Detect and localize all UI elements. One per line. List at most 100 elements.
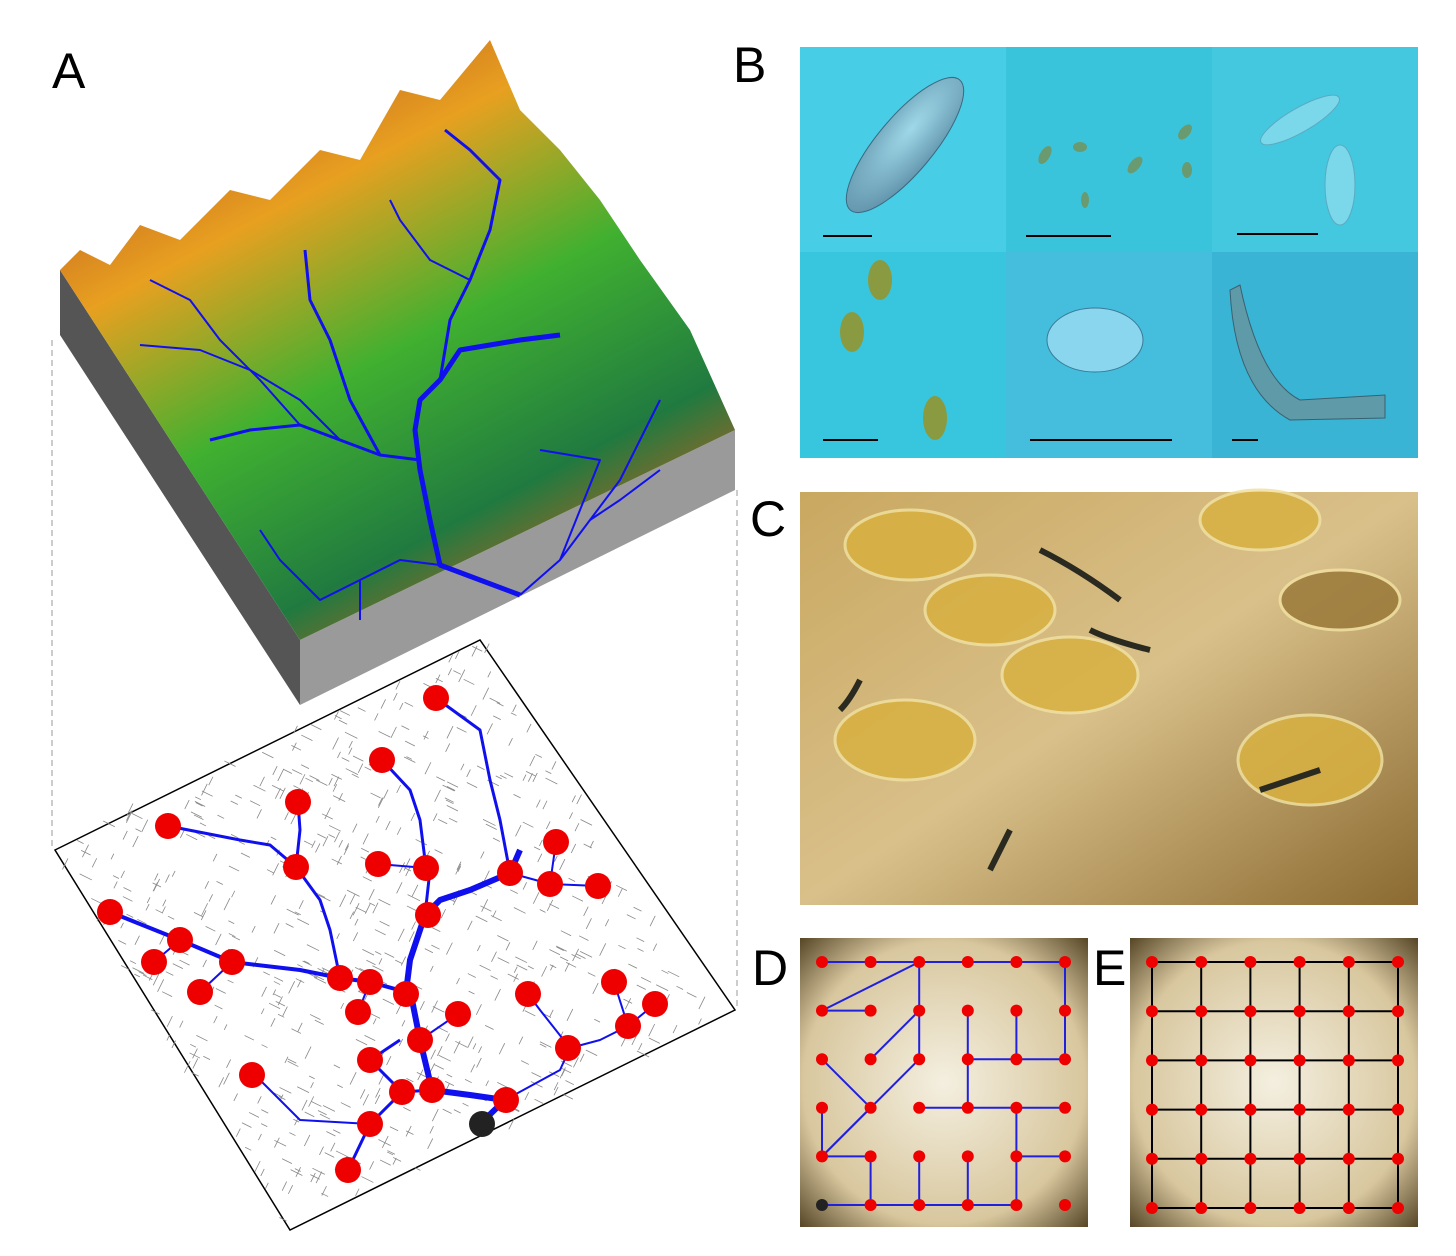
stream bbox=[224, 760, 236, 767]
stream bbox=[284, 812, 289, 821]
stream bbox=[332, 1129, 341, 1134]
stream bbox=[337, 1084, 343, 1088]
stream bbox=[518, 1036, 524, 1045]
stream bbox=[260, 1123, 268, 1128]
node bbox=[1059, 1004, 1071, 1017]
stream bbox=[545, 770, 552, 774]
stream bbox=[431, 1000, 438, 1013]
node bbox=[555, 1035, 581, 1061]
stream bbox=[508, 1118, 515, 1130]
stream bbox=[398, 1038, 404, 1047]
stream bbox=[205, 926, 216, 932]
stream bbox=[162, 899, 167, 907]
stream bbox=[386, 1055, 392, 1066]
stream bbox=[310, 1172, 316, 1183]
node bbox=[445, 1001, 471, 1027]
stream bbox=[324, 1152, 335, 1158]
stream bbox=[476, 765, 485, 770]
stream bbox=[575, 953, 586, 959]
stream bbox=[362, 833, 369, 845]
stream bbox=[301, 734, 313, 741]
stream bbox=[549, 1009, 554, 1018]
well bbox=[1278, 568, 1402, 632]
stream bbox=[524, 1010, 536, 1017]
node bbox=[1293, 1054, 1306, 1067]
stream bbox=[380, 699, 386, 709]
stream bbox=[484, 643, 490, 654]
tube bbox=[1038, 547, 1122, 603]
stream bbox=[445, 1083, 450, 1090]
node bbox=[393, 981, 419, 1007]
stream bbox=[118, 940, 127, 945]
stream bbox=[273, 993, 281, 998]
well bbox=[843, 508, 977, 582]
stream bbox=[352, 902, 360, 916]
node bbox=[1059, 1150, 1071, 1163]
stream bbox=[618, 944, 626, 950]
stream bbox=[275, 1001, 286, 1007]
stream bbox=[458, 669, 466, 683]
stream bbox=[324, 807, 331, 820]
node bbox=[543, 829, 569, 855]
stream bbox=[290, 813, 297, 825]
node bbox=[1010, 1199, 1023, 1211]
stream bbox=[569, 812, 573, 820]
stream bbox=[368, 889, 375, 901]
stream bbox=[231, 890, 236, 898]
stream bbox=[345, 768, 359, 775]
node bbox=[1195, 1103, 1208, 1116]
stream bbox=[490, 975, 499, 980]
stream bbox=[472, 646, 483, 652]
terrain-rivers bbox=[139, 128, 661, 620]
node bbox=[1195, 1152, 1208, 1165]
stream bbox=[238, 841, 245, 845]
stream bbox=[349, 894, 356, 905]
stream bbox=[604, 919, 610, 927]
stream bbox=[392, 1157, 397, 1165]
stream bbox=[274, 1139, 287, 1147]
stream bbox=[361, 1176, 374, 1183]
node bbox=[1010, 1150, 1023, 1163]
node bbox=[913, 1053, 926, 1066]
stream bbox=[648, 1023, 656, 1037]
stream bbox=[560, 930, 572, 937]
stream bbox=[560, 1067, 572, 1074]
stream bbox=[561, 1068, 566, 1077]
stream bbox=[330, 1142, 336, 1152]
stream bbox=[171, 870, 176, 877]
stream bbox=[359, 1089, 366, 1099]
stream bbox=[401, 1020, 406, 1027]
stream bbox=[227, 979, 234, 984]
node bbox=[1146, 1152, 1158, 1165]
stream bbox=[374, 929, 386, 936]
organisms bbox=[1038, 124, 1192, 208]
node bbox=[167, 927, 193, 953]
stream bbox=[453, 1040, 461, 1054]
stream bbox=[455, 863, 462, 875]
stream bbox=[404, 740, 416, 747]
stream bbox=[403, 756, 416, 763]
stream bbox=[328, 777, 333, 786]
node bbox=[961, 956, 974, 968]
stream bbox=[297, 964, 304, 968]
stream bbox=[491, 951, 497, 963]
stream bbox=[277, 1013, 285, 1018]
stream bbox=[475, 1004, 482, 1016]
stream bbox=[446, 786, 456, 791]
stream bbox=[314, 974, 325, 981]
stream bbox=[532, 772, 538, 782]
stream bbox=[333, 776, 340, 787]
node bbox=[369, 747, 395, 773]
stream bbox=[184, 799, 190, 810]
stream bbox=[122, 830, 128, 840]
stream bbox=[272, 989, 277, 996]
network-nodes bbox=[97, 685, 668, 1183]
river bbox=[435, 696, 512, 874]
scale-bars bbox=[823, 233, 1318, 441]
stream bbox=[322, 836, 329, 847]
stream bbox=[279, 1094, 284, 1101]
node bbox=[1244, 956, 1257, 968]
node bbox=[1146, 1103, 1158, 1116]
stream bbox=[377, 797, 384, 809]
stream bbox=[193, 911, 204, 918]
